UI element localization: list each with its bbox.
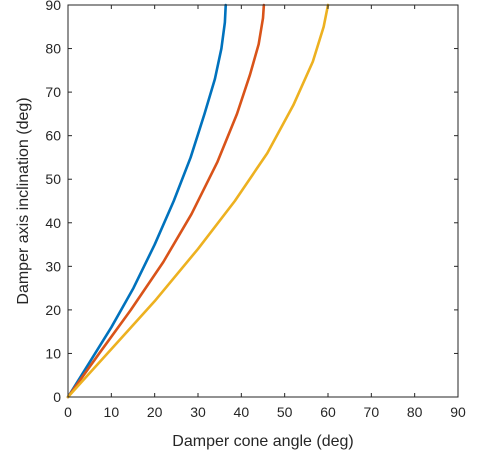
y-tick-label-8: 80 xyxy=(45,41,61,57)
x-axis-ticks: 0 10 20 30 40 50 60 70 80 90 xyxy=(64,5,466,420)
x-tick-label-3: 30 xyxy=(190,404,206,420)
x-tick-label-4: 40 xyxy=(234,404,250,420)
x-tick-label-5: 50 xyxy=(277,404,293,420)
y-tick-label-2: 20 xyxy=(45,302,61,318)
series-line-1 xyxy=(66,3,266,399)
x-tick-label-8: 80 xyxy=(407,404,423,420)
y-axis-label: Damper axis inclination (deg) xyxy=(15,97,32,304)
x-axis-label: Damper cone angle (deg) xyxy=(172,433,353,450)
y-tick-label-9: 90 xyxy=(45,0,61,13)
x-tick-label-6: 60 xyxy=(320,404,336,420)
y-tick-label-7: 70 xyxy=(45,84,61,100)
plot-area-box xyxy=(67,4,459,398)
x-tick-label-0: 0 xyxy=(64,404,72,420)
y-tick-label-1: 10 xyxy=(45,345,61,361)
y-tick-label-5: 50 xyxy=(45,171,61,187)
series-line-0 xyxy=(66,3,228,399)
x-tick-label-9: 90 xyxy=(450,404,466,420)
y-tick-label-4: 40 xyxy=(45,215,61,231)
y-tick-label-0: 0 xyxy=(53,389,61,405)
x-tick-label-2: 20 xyxy=(147,404,163,420)
x-tick-label-1: 10 xyxy=(104,404,120,420)
y-tick-label-3: 30 xyxy=(45,258,61,274)
y-axis-ticks: 0 10 20 30 40 50 60 70 80 90 xyxy=(45,0,458,405)
x-tick-label-7: 70 xyxy=(364,404,380,420)
y-tick-label-6: 60 xyxy=(45,128,61,144)
series-layer xyxy=(66,3,330,399)
series-line-2 xyxy=(66,3,330,399)
